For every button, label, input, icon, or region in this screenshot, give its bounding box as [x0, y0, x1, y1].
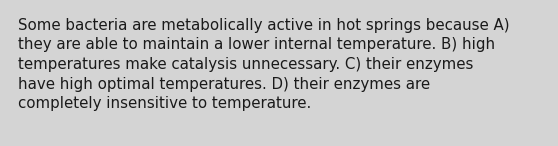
Text: have high optimal temperatures. D) their enzymes are: have high optimal temperatures. D) their…	[18, 77, 430, 92]
Text: completely insensitive to temperature.: completely insensitive to temperature.	[18, 96, 311, 111]
Text: they are able to maintain a lower internal temperature. B) high: they are able to maintain a lower intern…	[18, 38, 495, 53]
Text: temperatures make catalysis unnecessary. C) their enzymes: temperatures make catalysis unnecessary.…	[18, 57, 473, 72]
Text: Some bacteria are metabolically active in hot springs because A): Some bacteria are metabolically active i…	[18, 18, 509, 33]
